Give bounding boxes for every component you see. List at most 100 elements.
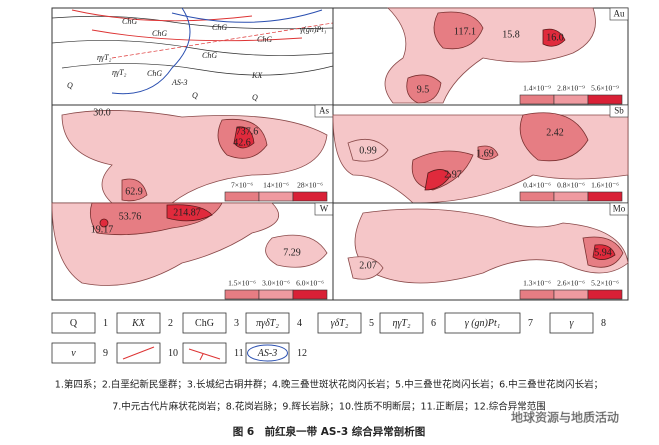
anomaly-value: 5.94	[594, 247, 612, 258]
legend-number: 11	[234, 348, 244, 359]
scale-label: 5.6×10⁻⁹	[591, 84, 619, 93]
legend-fault	[122, 346, 155, 360]
legend-normal-fault	[188, 348, 221, 361]
as-panel: As 30.0 737.642.6 62.9 7×10⁻⁶ 14×10⁻⁶ 28×10⁻⁶	[51, 104, 334, 204]
anomaly-value: 42.6	[233, 137, 251, 148]
scale-swatch	[258, 289, 294, 300]
anomaly-value: 62.9	[125, 186, 143, 197]
legend-number: 7	[528, 318, 533, 329]
scale-label: 2.8×10⁻⁹	[557, 84, 585, 93]
legend-box	[51, 342, 96, 364]
scale-label: 14×10⁻⁶	[263, 181, 289, 190]
element-label: Mo	[613, 204, 626, 214]
notes: 1.第四系；2.白垩纪新民堡群；3.长城纪古硐井群；4.晚三叠世斑状花岗闪长岩；…	[55, 379, 620, 439]
note-line: 7.中元古代片麻状花岗岩；8.花岗岩脉；9.辉长岩脉；10.性质不明断层；11.…	[112, 401, 546, 413]
anomaly-value: 117.1	[454, 26, 476, 37]
legend-box	[51, 312, 96, 334]
element-box	[609, 7, 629, 21]
legend-number: 5	[369, 318, 374, 329]
element-label: W	[320, 204, 329, 214]
legend-number: 8	[601, 318, 606, 329]
map-label: Q	[67, 81, 73, 90]
scale-swatch	[519, 191, 555, 202]
scale-label: 1.6×10⁻⁶	[591, 181, 619, 190]
anomaly-value: 19.17	[91, 224, 114, 235]
legend-number: 1	[103, 318, 108, 329]
legend-box	[182, 342, 227, 364]
scale-swatch	[553, 191, 589, 202]
legend-box	[379, 312, 424, 334]
legend-symbol: AS-3	[257, 348, 277, 359]
legend-symbol: Q	[70, 318, 78, 329]
anomaly-value: 30.0	[93, 107, 111, 118]
map-label: ηγT₂	[112, 68, 127, 77]
legend-symbol: ChG	[195, 318, 214, 329]
legend-number: 3	[234, 318, 239, 329]
scale-label: 5.2×10⁻⁶	[591, 279, 619, 288]
scale-swatch	[587, 191, 623, 202]
legend-outline	[247, 344, 288, 362]
scale-swatch	[292, 191, 328, 202]
scale-swatch	[224, 289, 260, 300]
scale-label: 0.8×10⁻⁶	[557, 181, 585, 190]
scale-label: 3.0×10⁻⁶	[262, 279, 290, 288]
legend-symbol: v	[71, 348, 76, 359]
scale-label: 6.0×10⁻⁶	[296, 279, 324, 288]
anomaly-value: 7.29	[283, 247, 301, 258]
note-line: 1.第四系；2.白垩纪新民堡群；3.长城纪古硐井群；4.晚三叠世斑状花岗闪长岩；…	[55, 379, 603, 391]
scale-label: 0.4×10⁻⁶	[523, 181, 551, 190]
element-box	[609, 202, 629, 216]
scale-label: 1.5×10⁻⁶	[228, 279, 256, 288]
map-label: KX	[251, 71, 263, 80]
legend-box	[245, 312, 290, 334]
anomaly-value: 737.6	[236, 126, 259, 137]
anomaly-value: 0.99	[359, 145, 377, 156]
element-label: Sb	[614, 106, 624, 116]
anomaly-value: 15.8	[502, 29, 520, 40]
map-label: ChG	[152, 29, 167, 38]
mo-panel: Mo 2.07 5.94 1.3×10⁻⁶ 2.6×10⁻⁶ 5.2×10⁻⁶	[332, 202, 629, 301]
legend-number: 9	[103, 348, 108, 359]
anomaly-value: 2.42	[546, 127, 564, 138]
watermark: 地球资源与地质活动	[511, 411, 619, 425]
legend-box	[245, 342, 290, 364]
anomaly-value: 53.76	[119, 211, 142, 222]
element-label: As	[319, 106, 329, 116]
legend-number: 12	[297, 348, 307, 359]
map-label: ChG	[212, 23, 227, 32]
scale-label: 2.6×10⁻⁶	[557, 279, 585, 288]
scale-swatch	[587, 94, 623, 105]
scale-swatch	[587, 289, 623, 300]
scale-label: 7×10⁻⁶	[231, 181, 253, 190]
legend-number: 10	[168, 348, 178, 359]
element-label: Au	[614, 9, 625, 19]
map-label: ηγT₂	[97, 53, 112, 62]
sb-panel: Sb 0.99 1.69 2.42 2.97 0.4×10⁻⁶ 0.8×10⁻⁶ 1.6×10…	[332, 104, 629, 204]
scale-swatch	[519, 289, 555, 300]
scale-swatch	[553, 94, 589, 105]
anomaly-value: 2.97	[444, 169, 462, 180]
legend-number: 2	[168, 318, 173, 329]
w-panel: W 53.76 214.87 19.17 7.29 1.5×10⁻⁶ 3.0×10⁻⁶ 6.0…	[51, 202, 334, 301]
map-label: Q	[252, 93, 258, 102]
scale-swatch	[553, 289, 589, 300]
legend-box	[317, 312, 362, 334]
legend-symbol: πγδT₂	[256, 318, 279, 329]
scale-swatch	[292, 289, 328, 300]
legend-box	[549, 312, 594, 334]
legend-number: 6	[431, 318, 436, 329]
legend: Q 1 KX 2 ChG 3 πγδT₂ 4 γδT₂ 5 ηγT₂ 6 γ (gn)Pt₁ 7 γ 8 v 9 1…	[51, 312, 606, 364]
legend-symbol: γ	[570, 318, 575, 329]
map-label: Q	[192, 91, 198, 100]
element-box	[609, 104, 629, 118]
map-label: AS-3	[171, 78, 188, 87]
caption: 图 6 前红泉一带 AS-3 综合异常剖析图	[233, 425, 426, 438]
scale-swatch	[519, 94, 555, 105]
au-panel: Au 117.1 15.8 16.0 9.5 1.4×10⁻⁹ 2.8×10⁻⁹ 5.6×10…	[332, 7, 629, 106]
legend-symbol: γ (gn)Pt₁	[465, 318, 500, 329]
anomaly-value: 2.07	[359, 260, 377, 271]
legend-box	[182, 312, 227, 334]
map-label: ChG	[202, 51, 217, 60]
map-label: ChG	[122, 17, 137, 26]
